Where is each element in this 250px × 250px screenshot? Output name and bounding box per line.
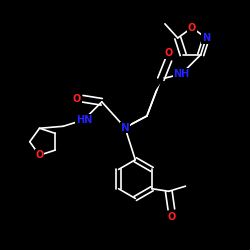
Text: N: N [120, 122, 130, 132]
Text: O: O [73, 94, 81, 104]
Text: HN: HN [76, 115, 92, 125]
Text: NH: NH [173, 69, 190, 79]
Text: N: N [202, 33, 210, 43]
Text: O: O [188, 23, 196, 33]
Text: O: O [164, 48, 173, 58]
Text: O: O [167, 212, 175, 222]
Text: O: O [36, 150, 44, 160]
